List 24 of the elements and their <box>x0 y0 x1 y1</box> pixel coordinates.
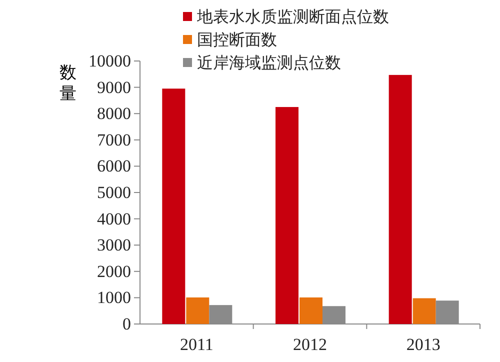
y-tick-label: 8000 <box>97 104 131 124</box>
y-tick-label: 7000 <box>97 130 131 150</box>
bar <box>300 297 322 324</box>
y-tick-label: 10000 <box>88 51 131 70</box>
bar <box>388 74 412 324</box>
y-tick-label: 9000 <box>97 78 131 97</box>
legend-label: 国控断面数 <box>197 31 277 49</box>
y-tick-label: 0 <box>122 314 131 334</box>
y-tick-label: 5000 <box>97 182 131 202</box>
y-axis-title: 数量 <box>60 63 76 103</box>
y-tick-label: 1000 <box>97 288 131 308</box>
bar <box>412 298 436 324</box>
x-tick-label: 2013 <box>406 335 440 354</box>
x-tick-label: 2011 <box>180 335 214 354</box>
y-tick-label: 6000 <box>97 156 131 176</box>
y-tick-label: 4000 <box>97 209 131 228</box>
bar <box>162 88 186 324</box>
x-tick-label: 2012 <box>293 335 327 354</box>
bar <box>186 297 210 324</box>
bar <box>276 107 298 324</box>
y-tick-label: 3000 <box>97 236 131 255</box>
y-tick-label: 2000 <box>97 262 131 281</box>
legend-label: 地表水水质监测断面点位数 <box>196 8 389 26</box>
legend-label: 近岸海域监测点位数 <box>197 54 341 72</box>
